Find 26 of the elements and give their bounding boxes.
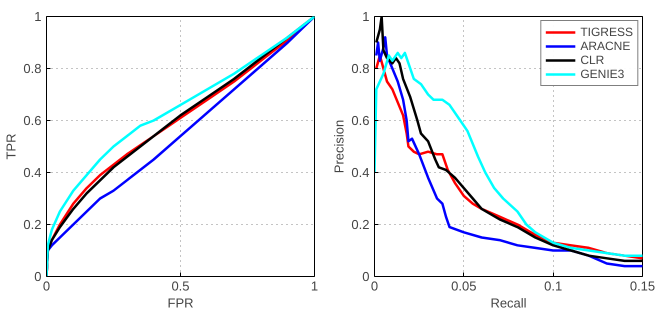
y-tick-label: 0.4 xyxy=(23,165,42,180)
y-tick-label: 0.6 xyxy=(23,113,42,128)
y-tick-label: 0.8 xyxy=(351,61,370,76)
y-tick-label: 0.4 xyxy=(351,165,370,180)
y-tick-label: 0.2 xyxy=(351,217,370,232)
y-tick-label: 0.2 xyxy=(23,217,42,232)
y-tick-label: 1 xyxy=(34,9,42,24)
x-tick-label: 0.15 xyxy=(630,278,656,294)
y-tick-label: 0.6 xyxy=(351,113,370,128)
x-tick-label: 0.5 xyxy=(171,278,190,294)
legend-label: GENIE3 xyxy=(580,67,624,81)
y-axis-title: TPR xyxy=(3,134,18,160)
legend-label: ARACNE xyxy=(580,39,630,53)
x-axis-title: Recall xyxy=(490,296,527,310)
y-axis-title: Precision xyxy=(331,120,346,174)
y-tick-label: 0.8 xyxy=(23,61,42,76)
x-axis-title: FPR xyxy=(168,296,194,310)
y-tick-label: 1 xyxy=(362,9,370,24)
x-tick-label: 0.05 xyxy=(451,278,476,294)
x-tick-label: 1 xyxy=(310,278,318,294)
legend-label: CLR xyxy=(580,53,604,67)
line-series xyxy=(46,16,314,276)
legend-label: TIGRESS xyxy=(580,25,633,39)
y-tick-label: 0 xyxy=(34,269,42,284)
y-tick-label: 0 xyxy=(362,269,370,284)
x-tick-label: 0.1 xyxy=(544,278,562,294)
